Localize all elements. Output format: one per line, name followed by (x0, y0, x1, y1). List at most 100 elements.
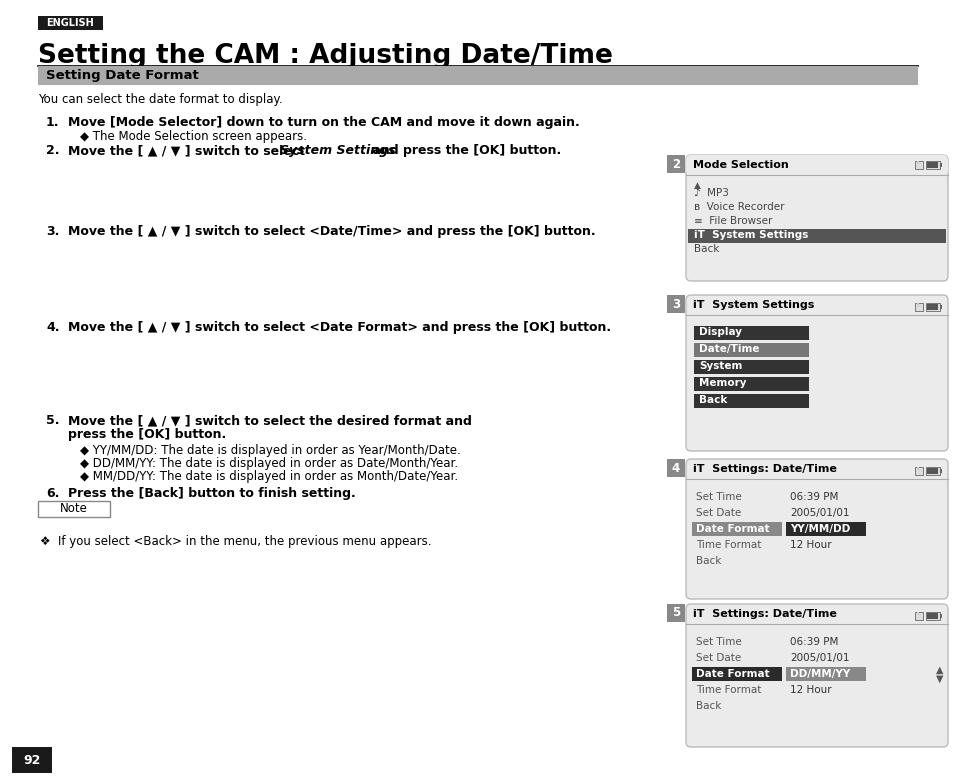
Text: 12 Hour: 12 Hour (789, 540, 831, 550)
Bar (785, 522, 865, 536)
Bar (666, 459, 684, 477)
Text: 2: 2 (671, 157, 679, 171)
Text: Move the [ ▲ / ▼ ] switch to select <Date/Time> and press the [OK] button.: Move the [ ▲ / ▼ ] switch to select <Dat… (68, 225, 595, 238)
Bar (916, 303, 918, 306)
Bar (926, 468, 937, 474)
Text: 06:39 PM: 06:39 PM (789, 492, 838, 502)
Bar (693, 326, 808, 340)
Bar (691, 667, 781, 681)
Text: 2005/01/01: 2005/01/01 (789, 508, 848, 518)
FancyBboxPatch shape (685, 155, 947, 175)
Text: Date Format: Date Format (696, 524, 769, 534)
Text: and press the [OK] button.: and press the [OK] button. (368, 144, 560, 157)
Text: ♪  MP3: ♪ MP3 (693, 188, 728, 198)
Text: ◆ YY/MM/DD: The date is displayed in order as Year/Month/Date.: ◆ YY/MM/DD: The date is displayed in ord… (80, 444, 460, 457)
Text: Note: Note (60, 502, 88, 516)
Text: Set Date: Set Date (696, 508, 740, 518)
Bar (666, 604, 684, 622)
FancyBboxPatch shape (685, 295, 947, 451)
Bar (914, 467, 923, 475)
Bar (914, 303, 923, 311)
Bar (939, 614, 941, 618)
Text: ▲: ▲ (935, 665, 943, 675)
FancyBboxPatch shape (685, 155, 947, 281)
Text: Display: Display (699, 327, 741, 337)
Text: Date/Time: Date/Time (699, 344, 759, 354)
Text: 3.: 3. (46, 225, 59, 238)
FancyBboxPatch shape (685, 459, 947, 599)
Text: iT  Settings: Date/Time: iT Settings: Date/Time (692, 609, 836, 619)
Text: ◆ The Mode Selection screen appears.: ◆ The Mode Selection screen appears. (80, 130, 307, 143)
Text: ◆ DD/MM/YY: The date is displayed in order as Date/Month/Year.: ◆ DD/MM/YY: The date is displayed in ord… (80, 457, 457, 470)
Bar (693, 394, 808, 408)
Text: ▼: ▼ (935, 674, 943, 684)
Bar (12, 747, 52, 773)
Text: Back: Back (699, 395, 726, 405)
Text: ENGLISH: ENGLISH (47, 18, 94, 28)
Text: Memory: Memory (699, 378, 745, 388)
Text: Back: Back (696, 556, 720, 566)
Text: 5: 5 (671, 607, 679, 619)
Bar (926, 162, 937, 168)
Text: YY/MM/DD: YY/MM/DD (789, 524, 849, 534)
Bar (925, 612, 939, 620)
Text: Time Format: Time Format (696, 540, 760, 550)
Text: You can select the date format to display.: You can select the date format to displa… (38, 93, 282, 106)
Text: Set Time: Set Time (696, 492, 741, 502)
Bar (691, 522, 781, 536)
Bar (914, 161, 923, 169)
Text: 3: 3 (671, 298, 679, 311)
Bar (666, 295, 684, 313)
Text: Set Time: Set Time (696, 637, 741, 647)
Bar (925, 303, 939, 311)
Text: 4: 4 (671, 461, 679, 474)
Text: Press the [Back] button to finish setting.: Press the [Back] button to finish settin… (68, 487, 355, 500)
Text: Move the [ ▲ / ▼ ] switch to select: Move the [ ▲ / ▼ ] switch to select (68, 144, 309, 157)
Text: Move [Mode Selector] down to turn on the CAM and move it down again.: Move [Mode Selector] down to turn on the… (68, 116, 579, 129)
FancyBboxPatch shape (685, 604, 947, 747)
Text: ≡  File Browser: ≡ File Browser (693, 216, 772, 226)
Text: 5.: 5. (46, 414, 59, 427)
Bar (916, 161, 918, 164)
Text: Move the [ ▲ / ▼ ] switch to select <Date Format> and press the [OK] button.: Move the [ ▲ / ▼ ] switch to select <Dat… (68, 321, 611, 334)
Text: ▲: ▲ (693, 181, 700, 190)
Bar (926, 613, 937, 619)
Text: 4.: 4. (46, 321, 59, 334)
Bar (693, 343, 808, 357)
Bar (939, 469, 941, 473)
Text: Setting the CAM : Adjusting Date/Time: Setting the CAM : Adjusting Date/Time (38, 43, 612, 69)
Bar (693, 360, 808, 374)
Text: 92: 92 (23, 753, 41, 767)
Text: Back: Back (693, 244, 719, 254)
Bar (916, 467, 918, 470)
Bar (38, 501, 110, 517)
Bar (916, 612, 918, 615)
Text: System Settings: System Settings (280, 144, 395, 157)
Text: Back: Back (696, 701, 720, 711)
Bar (925, 467, 939, 475)
Bar (666, 155, 684, 173)
Text: Set Date: Set Date (696, 653, 740, 663)
Text: 6.: 6. (46, 487, 59, 500)
Text: ʙ  Voice Recorder: ʙ Voice Recorder (693, 202, 783, 212)
Bar (693, 377, 808, 391)
Text: iT  System Settings: iT System Settings (693, 230, 807, 240)
Text: Date Format: Date Format (696, 669, 769, 679)
Text: ◆ MM/DD/YY: The date is displayed in order as Month/Date/Year.: ◆ MM/DD/YY: The date is displayed in ord… (80, 470, 457, 483)
Text: DD/MM/YY: DD/MM/YY (789, 669, 849, 679)
Bar (38, 66, 917, 85)
Text: press the [OK] button.: press the [OK] button. (68, 428, 226, 441)
Text: 2005/01/01: 2005/01/01 (789, 653, 848, 663)
Text: Move the [ ▲ / ▼ ] switch to select the desired format and: Move the [ ▲ / ▼ ] switch to select the … (68, 414, 472, 427)
Bar (925, 161, 939, 169)
Text: System: System (699, 361, 741, 371)
Bar (785, 667, 865, 681)
Bar (687, 229, 945, 243)
Text: Time Format: Time Format (696, 685, 760, 695)
Text: ❖  If you select <Back> in the menu, the previous menu appears.: ❖ If you select <Back> in the menu, the … (40, 535, 431, 548)
Text: iT  System Settings: iT System Settings (692, 300, 814, 310)
Text: Setting Date Format: Setting Date Format (46, 69, 198, 82)
Bar (939, 305, 941, 309)
Text: iT  Settings: Date/Time: iT Settings: Date/Time (692, 464, 836, 474)
Text: 06:39 PM: 06:39 PM (789, 637, 838, 647)
